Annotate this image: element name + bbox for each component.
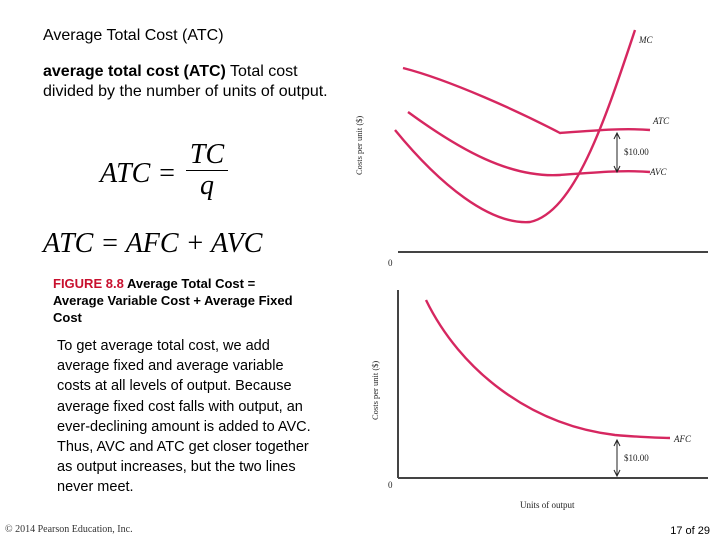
atc-curve — [402, 66, 651, 135]
mc-label: MC — [638, 35, 653, 45]
slide-title: Average Total Cost (ATC) — [43, 27, 224, 44]
cost-curves-figure: Costs per unit ($) 0 $10.00 MC ATC AVC C… — [354, 29, 708, 510]
top-arrowhead-up — [613, 131, 621, 140]
bottom-arrowhead-up — [613, 438, 621, 447]
formula-numerator: TC — [186, 140, 228, 171]
body-text: To get average total cost, we add averag… — [57, 338, 311, 496]
formula-denominator: q — [200, 170, 214, 201]
avc-curve — [407, 111, 651, 177]
definition-term: average total cost (ATC) — [43, 63, 226, 80]
atc-sum-formula: ATC = AFC + AVC — [43, 228, 263, 259]
afc-curve — [424, 299, 671, 440]
formula-lhs: ATC = — [100, 158, 177, 189]
top-arrowhead-down — [613, 165, 621, 174]
top-y-axis-label: Costs per unit ($) — [354, 116, 364, 175]
bottom-x-axis-label: Units of output — [520, 500, 575, 510]
definition: average total cost (ATC) Total cost divi… — [43, 62, 343, 102]
figure-caption-text: Average Total Cost = Average Variable Co… — [53, 276, 293, 325]
bottom-gap-label: $10.00 — [624, 453, 649, 463]
bottom-origin-label: 0 — [388, 480, 393, 490]
atc-label: ATC — [652, 116, 670, 126]
top-origin-label: 0 — [388, 258, 393, 268]
page-number: 17 of 29 — [670, 525, 710, 537]
afc-label: AFC — [673, 434, 692, 444]
figure-number: FIGURE 8.8 — [53, 276, 124, 291]
bottom-arrowhead-down — [613, 469, 621, 478]
top-chart: Costs per unit ($) 0 $10.00 MC ATC AVC — [354, 29, 708, 268]
figure-caption: FIGURE 8.8 Average Total Cost = Average … — [53, 275, 303, 326]
copyright: © 2014 Pearson Education, Inc. — [5, 524, 133, 535]
formula-fraction: TC q — [186, 140, 228, 201]
bottom-chart: Costs per unit ($) 0 Units of output $10… — [370, 290, 708, 510]
mc-curve — [394, 29, 637, 224]
definition-text: Total cost divided by the number of unit… — [43, 63, 328, 100]
bottom-y-axis-label: Costs per unit ($) — [370, 361, 380, 420]
top-gap-label: $10.00 — [624, 147, 649, 157]
avc-label: AVC — [649, 167, 668, 177]
